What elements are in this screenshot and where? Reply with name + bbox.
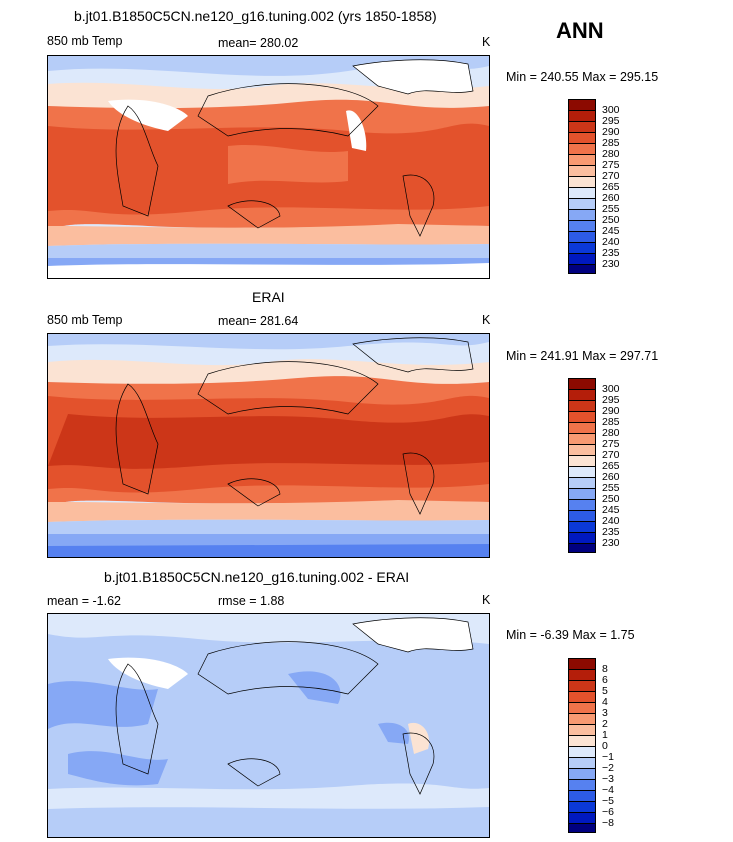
colorbar-tick: 5	[602, 685, 608, 697]
colorbar-tick: 275	[602, 159, 620, 171]
panel1-mean: mean= 280.02	[218, 36, 299, 50]
panel2-variable: 850 mb Temp	[47, 313, 123, 327]
colorbar-tick: 285	[602, 416, 620, 428]
panel3-units: K	[482, 593, 491, 607]
season-label: ANN	[556, 18, 604, 43]
colorbar-tick: 1	[602, 729, 608, 741]
colorbar-tick: 285	[602, 137, 620, 149]
colorbar-tick: 245	[602, 504, 620, 516]
colorbar-tick: 255	[602, 482, 620, 494]
colorbar-tick: −4	[602, 784, 614, 796]
colorbar-tick: 300	[602, 383, 620, 395]
colorbar-tick: 235	[602, 247, 620, 259]
panel1-title: b.jt01.B1850C5CN.ne120_g16.tuning.002 (y…	[74, 8, 437, 24]
panel3-rmse: rmse = 1.88	[218, 594, 285, 608]
panel1-units: K	[482, 35, 491, 49]
colorbar-tick: 265	[602, 181, 620, 193]
panel2-field	[48, 334, 489, 557]
colorbar-tick: −5	[602, 795, 614, 807]
colorbar-tick: −6	[602, 806, 614, 818]
panel1-colorbar	[568, 99, 596, 274]
panel3-colorbar	[568, 658, 596, 833]
colorbar-tick: 4	[602, 696, 608, 708]
colorbar-tick: 250	[602, 493, 620, 505]
panel1-field	[48, 56, 489, 278]
panel2-colorbar	[568, 378, 596, 553]
colorbar-tick: 255	[602, 203, 620, 215]
colorbar-tick: 240	[602, 515, 620, 527]
panel1-variable: 850 mb Temp	[47, 34, 123, 48]
panel1-minmax: Min = 240.55 Max = 295.15	[506, 70, 659, 84]
panel1-map	[47, 55, 490, 279]
colorbar-tick: 260	[602, 192, 620, 204]
colorbar-tick: 280	[602, 427, 620, 439]
colorbar-tick: 300	[602, 104, 620, 116]
colorbar-tick: −1	[602, 751, 614, 763]
panel2-title: ERAI	[252, 289, 285, 305]
panel2-map	[47, 333, 490, 558]
colorbar-tick: 3	[602, 707, 608, 719]
colorbar-tick: 290	[602, 405, 620, 417]
colorbar-tick: 2	[602, 718, 608, 730]
colorbar-tick: 290	[602, 126, 620, 138]
colorbar-tick: 265	[602, 460, 620, 472]
colorbar-tick: 295	[602, 115, 620, 127]
colorbar-tick: 230	[602, 537, 620, 549]
panel3-mean: mean = -1.62	[47, 594, 122, 608]
colorbar-tick: 245	[602, 225, 620, 237]
panel2-units: K	[482, 313, 491, 327]
colorbar-tick: 270	[602, 449, 620, 461]
colorbar-tick: 295	[602, 394, 620, 406]
panel2-mean: mean= 281.64	[218, 314, 299, 328]
colorbar-tick: 280	[602, 148, 620, 160]
colorbar-tick: −2	[602, 762, 614, 774]
colorbar-tick: 250	[602, 214, 620, 226]
colorbar-tick: 8	[602, 663, 608, 675]
colorbar-tick: −8	[602, 817, 614, 829]
colorbar-tick: −3	[602, 773, 614, 785]
colorbar-tick: 275	[602, 438, 620, 450]
colorbar-tick: 6	[602, 674, 608, 686]
panel3-minmax: Min = -6.39 Max = 1.75	[506, 628, 635, 642]
colorbar-tick: 0	[602, 740, 608, 752]
panel3-field	[48, 614, 489, 837]
panel3-title: b.jt01.B1850C5CN.ne120_g16.tuning.002 - …	[104, 569, 410, 585]
colorbar-tick: 270	[602, 170, 620, 182]
colorbar-tick: 235	[602, 526, 620, 538]
panel2-minmax: Min = 241.91 Max = 297.71	[506, 349, 659, 363]
colorbar-tick: 240	[602, 236, 620, 248]
colorbar-tick: 230	[602, 258, 620, 270]
panel3-map	[47, 613, 490, 838]
colorbar-tick: 260	[602, 471, 620, 483]
